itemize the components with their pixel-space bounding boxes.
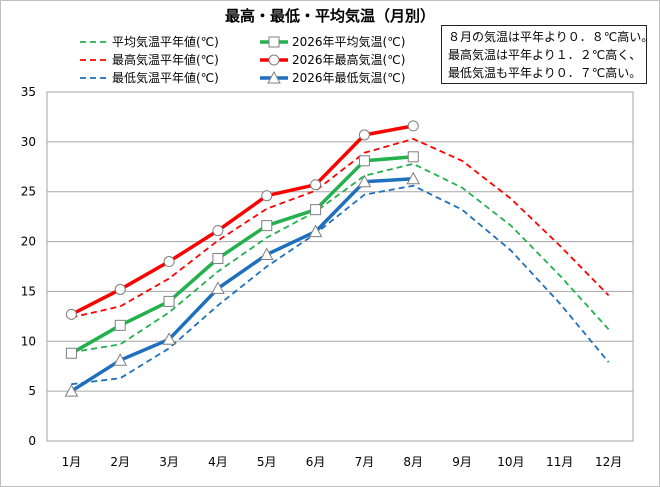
series-4 [65,120,419,320]
chart-title: 最高・最低・平均気温（月別） [225,7,435,25]
plot-area [46,91,634,442]
x-tick-label: 2月 [110,455,130,469]
data-point [357,174,372,188]
data-point [259,247,274,261]
y-tick-label: 15 [21,284,36,298]
data-point [114,319,126,331]
x-tick-label: 7月 [355,455,375,469]
data-point [308,224,323,238]
note-line-3: 最低気温も平年より０．７℃高い。 [448,66,642,80]
data-point [212,225,224,237]
data-point [407,120,419,132]
legend-marker [267,70,281,84]
data-point [406,171,421,185]
legend-item: 平均気温平年値(℃) [80,34,219,49]
data-point [65,347,77,359]
data-point [407,151,419,163]
data-point [65,308,77,320]
data-point [162,332,176,345]
data-point [310,204,322,216]
grid-lines [47,91,633,442]
data-point [64,384,79,397]
summary-note: ８月の気温は平年より０．８℃高い。 最高気温は平年より１．２℃高く、 最低気温も… [441,25,654,84]
data-point [261,220,273,232]
note-line-1: ８月の気温は平年より０．８℃高い。 [448,30,654,44]
data-point [261,190,273,202]
y-tick-label: 0 [28,434,36,448]
legend-label: 平均気温平年値(℃) [112,34,219,49]
data-point [310,179,322,191]
data-point [211,281,225,294]
y-tick-label: 35 [21,85,36,99]
legend: 平均気温平年値(℃) 2026年平均気温(℃) 最高気温平年値(℃) 2026年最高気… [80,34,405,85]
data-point [212,253,224,265]
legend-marker [268,54,280,66]
series-line [71,162,610,354]
data-point [113,353,128,366]
data-point [358,155,370,167]
series-6 [64,171,421,397]
series-2 [65,151,419,359]
series-line [70,124,414,316]
series-1 [71,162,610,354]
legend-label: 2026年平均気温(℃) [292,34,405,49]
series-3 [71,138,610,319]
legend-label: 最高気温平年値(℃) [112,52,219,67]
legend-label: 2026年最低気温(℃) [292,70,405,85]
legend-item: 最高気温平年値(℃) [80,52,219,67]
data-point [114,283,126,295]
x-tick-label: 1月 [62,455,82,469]
legend-item: 2026年最低気温(℃) [260,70,405,85]
series-line [70,177,414,393]
legend-label: 2026年最高気温(℃) [292,52,405,67]
legend-item: 2026年最高気温(℃) [260,52,405,67]
series-line [71,138,610,319]
legend-item: 2026年平均気温(℃) [260,34,405,49]
x-tick-label: 9月 [452,455,472,469]
x-tick-label: 3月 [159,455,179,469]
x-tick-label: 4月 [208,455,228,469]
legend-marker [268,36,280,48]
x-tick-label: 11月 [546,455,573,469]
note-line-2: 最高気温は平年より１．２℃高く、 [448,48,642,62]
y-tick-label: 25 [21,185,36,199]
series-line [70,155,414,355]
data-point [358,129,370,141]
x-tick-label: 6月 [306,455,326,469]
y-tick-label: 30 [21,135,36,149]
y-tick-label: 20 [21,235,36,249]
series-line [71,184,610,386]
series-5 [71,184,610,386]
y-tick-label: 5 [28,384,36,398]
legend-label: 最低気温平年値(℃) [112,70,219,85]
x-tick-label: 8月 [403,455,423,469]
x-tick-label: 10月 [497,455,524,469]
y-tick-label: 10 [21,334,36,348]
x-tick-label: 12月 [595,455,622,469]
data-point [163,295,175,307]
x-tick-label: 5月 [257,455,277,469]
legend-item: 最低気温平年値(℃) [80,70,219,85]
data-point [163,256,175,268]
